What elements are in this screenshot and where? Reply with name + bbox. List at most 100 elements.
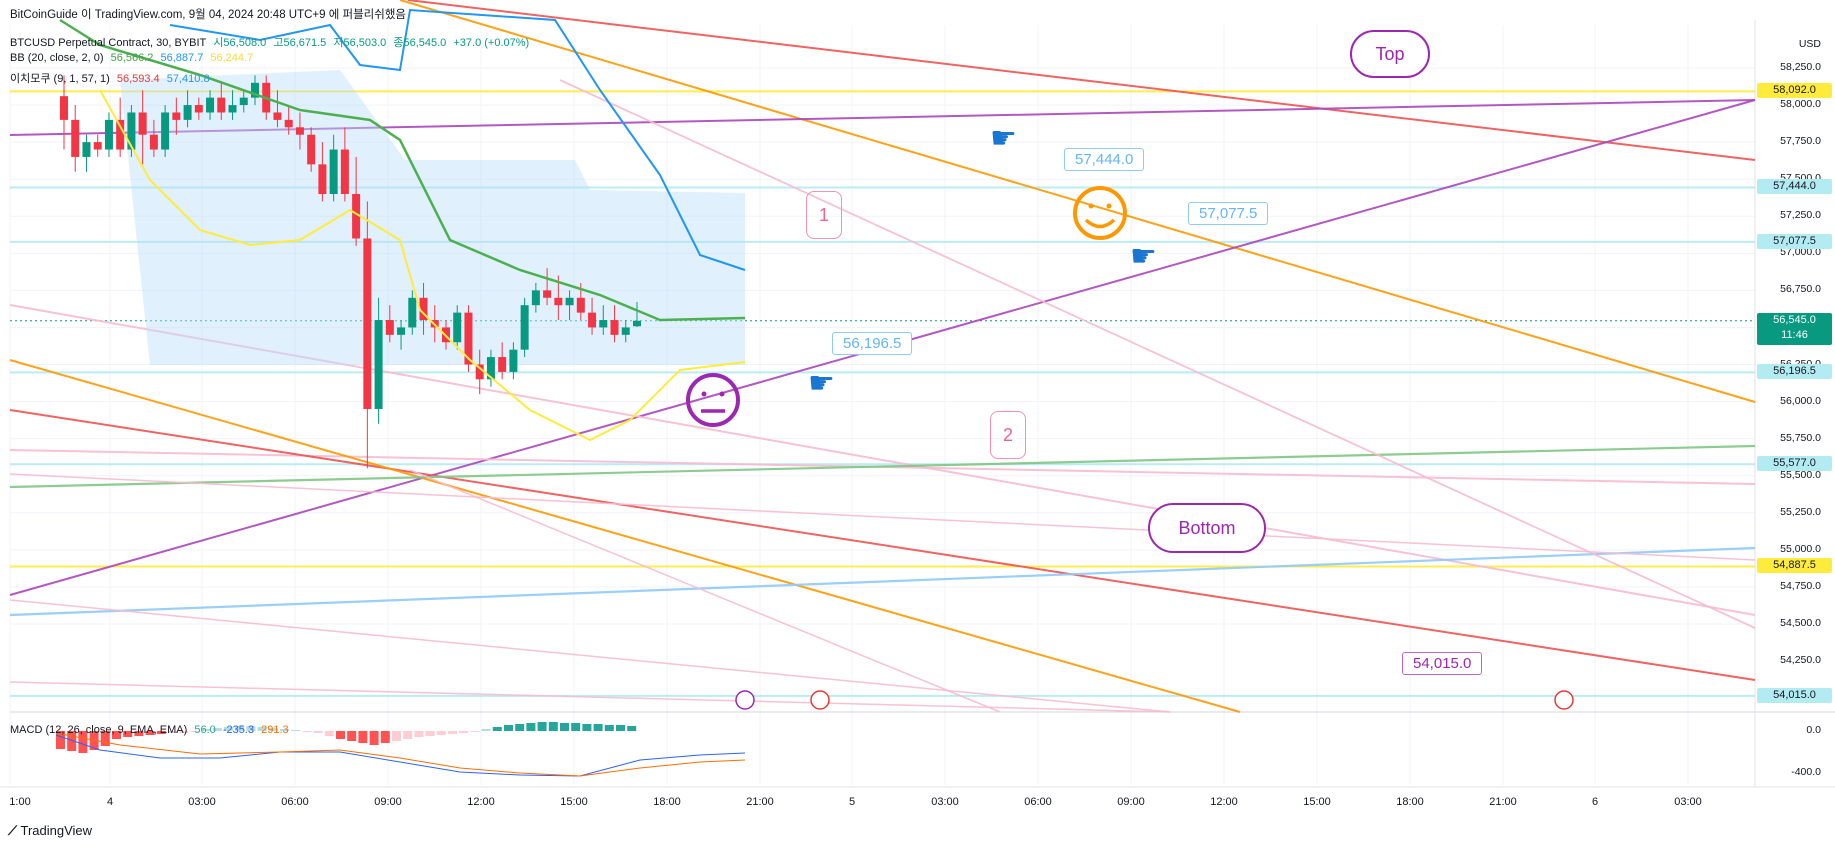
candle-body bbox=[183, 105, 192, 120]
bb-upper: 56,887.7 bbox=[160, 52, 204, 64]
candle-body bbox=[172, 112, 181, 120]
macd-legend: MACD (12, 26, close, 9, EMA, EMA) 56.0 -… bbox=[10, 724, 293, 736]
candle-body bbox=[408, 297, 417, 328]
macd-signal: 291.3 bbox=[261, 724, 289, 736]
wave-label-2: 2 bbox=[990, 411, 1026, 459]
macd-histogram-bar bbox=[504, 725, 513, 731]
macd-histogram-bar bbox=[212, 728, 222, 731]
ichimoku-value-1: 56,593.4 bbox=[116, 73, 160, 85]
candle-body bbox=[486, 357, 495, 380]
candle-body bbox=[194, 105, 203, 113]
candle-body bbox=[60, 96, 68, 120]
symbol-legend: BTCUSD Perpetual Contract, 30, BYBIT 시56… bbox=[10, 34, 533, 50]
price-badge: 54,015.0 bbox=[1757, 687, 1832, 703]
macd-histogram-bar bbox=[571, 723, 581, 731]
time-axis-label: 03:00 bbox=[1674, 796, 1702, 808]
macd-histogram-bar bbox=[515, 724, 525, 731]
time-axis-label: 6 bbox=[1591, 796, 1599, 808]
candle bbox=[329, 134, 338, 202]
candle bbox=[588, 297, 597, 335]
ichimoku-legend: 이치모쿠 (9, 1, 57, 1) 56,593.4 57,410.8 bbox=[10, 70, 214, 86]
candle bbox=[632, 302, 641, 327]
price-badge: 58,092.0 bbox=[1757, 83, 1832, 99]
candle bbox=[475, 349, 484, 395]
bb-legend: BB (20, close, 2, 0) 56,566.2 56,887.7 5… bbox=[10, 52, 257, 64]
time-axis-label: 21:00 bbox=[1489, 796, 1517, 808]
candle-body bbox=[284, 119, 293, 128]
time-axis-label: 09:00 bbox=[1117, 796, 1145, 808]
time-axis-label: 06:00 bbox=[1024, 796, 1052, 808]
time-axis-label: 03:00 bbox=[188, 796, 216, 808]
price-axis-label: 55,000.0 bbox=[1780, 542, 1821, 555]
candle-body bbox=[565, 297, 574, 306]
candle bbox=[453, 305, 462, 350]
candle bbox=[520, 297, 529, 358]
candle-body bbox=[520, 305, 529, 350]
time-axis-label: 5 bbox=[848, 796, 856, 808]
bottom-bubble: Bottom bbox=[1148, 503, 1266, 553]
candle bbox=[183, 90, 192, 128]
currency-label[interactable]: USD bbox=[1798, 38, 1821, 50]
candle bbox=[565, 290, 574, 321]
price-axis-label: 56,000.0 bbox=[1780, 394, 1821, 407]
callout-56196: 56,196.5 bbox=[832, 332, 913, 355]
candle-body bbox=[138, 112, 147, 135]
price-axis-label: 54,750.0 bbox=[1780, 579, 1821, 592]
ohlc-open: 시56,508.0 bbox=[213, 37, 267, 49]
macd-histogram-bar bbox=[380, 731, 390, 743]
macd-histogram-bar bbox=[336, 731, 345, 739]
candle bbox=[161, 105, 170, 157]
macd-histogram-bar bbox=[168, 731, 177, 733]
price-badge: 56,196.5 bbox=[1757, 364, 1832, 380]
candle-body bbox=[385, 320, 394, 335]
neutral-face-icon bbox=[686, 373, 740, 427]
macd-histogram-bar bbox=[291, 730, 301, 731]
candle bbox=[531, 282, 540, 313]
ichimoku-value-2: 57,410.8 bbox=[166, 73, 210, 85]
macd-line-path bbox=[55, 734, 746, 777]
macd-histogram-bar bbox=[257, 727, 267, 731]
macd-histogram-bar bbox=[537, 722, 547, 731]
callout-57444: 57,444.0 bbox=[1064, 148, 1145, 171]
candle bbox=[509, 342, 518, 380]
candle bbox=[82, 134, 91, 172]
candle bbox=[127, 105, 136, 157]
candle-body bbox=[632, 320, 641, 327]
trend-line bbox=[559, 79, 1756, 629]
ohlc-change: +37.0 (+0.07%) bbox=[453, 37, 530, 49]
candle-body bbox=[217, 97, 226, 113]
ohlc-low: 저56,503.0 bbox=[333, 37, 387, 49]
event-marker-icon bbox=[1554, 690, 1574, 710]
candle-body bbox=[352, 194, 361, 239]
candle-body bbox=[93, 142, 102, 150]
candle-body bbox=[374, 320, 383, 409]
candle-body bbox=[228, 105, 237, 113]
macd-histogram-bar bbox=[560, 723, 569, 731]
candle bbox=[408, 290, 417, 335]
candle-body bbox=[453, 312, 462, 343]
price-axis-label: 55,750.0 bbox=[1780, 431, 1821, 444]
candle-body bbox=[295, 127, 304, 135]
price-axis-label: 56,750.0 bbox=[1780, 283, 1821, 296]
price-badge: 54,887.5 bbox=[1757, 558, 1832, 574]
price-axis-label: 54,250.0 bbox=[1780, 654, 1821, 666]
candle-body bbox=[104, 119, 113, 150]
tradingview-footer: ⟋ TradingView bbox=[8, 823, 92, 839]
candle-body bbox=[475, 364, 484, 380]
candle-body bbox=[531, 290, 540, 306]
macd-histogram-bar bbox=[481, 729, 491, 731]
macd-line: -235.3 bbox=[222, 724, 255, 736]
neutral-eye bbox=[701, 391, 707, 397]
candle bbox=[217, 82, 226, 120]
macd-histogram-bar bbox=[190, 731, 200, 732]
macd-histogram-bar bbox=[369, 731, 379, 745]
ohlc-close: 종56,545.0 bbox=[393, 37, 447, 49]
price-badge: 57,444.0 bbox=[1757, 179, 1832, 195]
candle-body bbox=[329, 149, 338, 195]
macd-histogram-bar bbox=[268, 728, 278, 731]
candle-body bbox=[206, 97, 215, 113]
macd-histogram-bar bbox=[179, 731, 189, 733]
bb-lower-line bbox=[99, 89, 746, 442]
candle bbox=[385, 305, 394, 343]
